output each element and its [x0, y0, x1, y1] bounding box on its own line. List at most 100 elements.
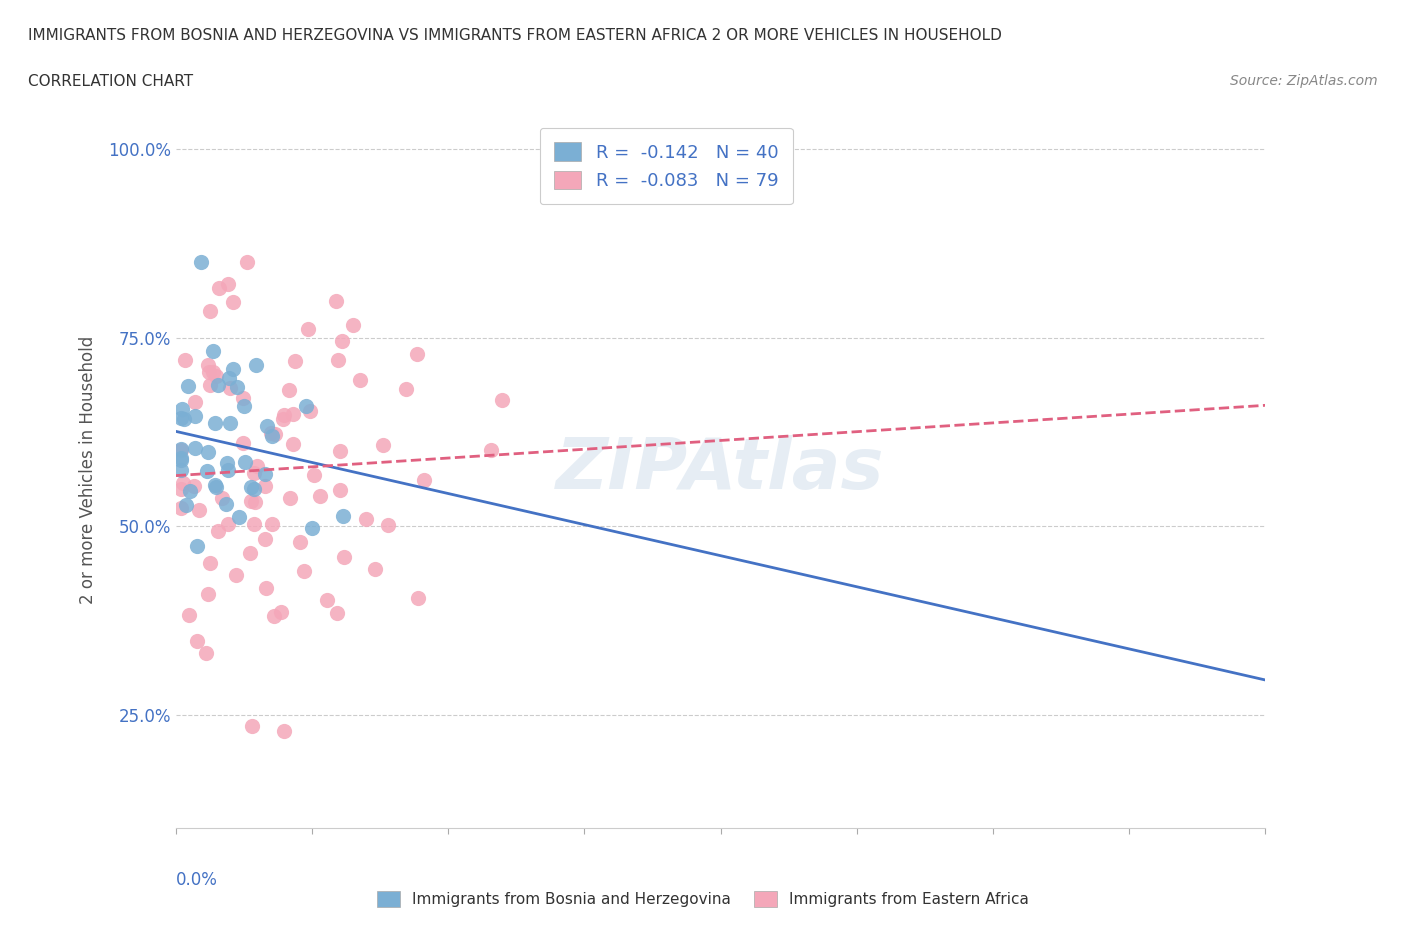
Point — [217, 462, 239, 477]
Point — [218, 371, 240, 386]
Point — [174, 352, 197, 367]
Point — [254, 581, 277, 596]
Point — [242, 482, 264, 497]
Point — [377, 518, 399, 533]
Point — [200, 378, 222, 392]
Point — [205, 480, 228, 495]
Point — [194, 645, 217, 660]
Text: Source: ZipAtlas.com: Source: ZipAtlas.com — [1230, 74, 1378, 88]
Point — [225, 567, 247, 582]
Point — [280, 491, 302, 506]
Point — [245, 494, 267, 509]
Point — [235, 454, 257, 469]
Point — [170, 462, 193, 477]
Point — [329, 483, 352, 498]
Point — [316, 593, 339, 608]
Point — [222, 362, 245, 377]
Legend: R =  -0.142   N = 40, R =  -0.083   N = 79: R = -0.142 N = 40, R = -0.083 N = 79 — [540, 127, 793, 205]
Point — [170, 482, 193, 497]
Point — [232, 435, 254, 450]
Point — [288, 535, 311, 550]
Legend: Immigrants from Bosnia and Herzegovina, Immigrants from Eastern Africa: Immigrants from Bosnia and Herzegovina, … — [371, 884, 1035, 913]
Point — [325, 605, 347, 620]
Point — [301, 521, 323, 536]
Point — [225, 379, 247, 394]
Point — [170, 410, 193, 425]
Point — [309, 488, 332, 503]
Point — [394, 382, 416, 397]
Point — [228, 510, 250, 525]
Point — [240, 480, 263, 495]
Point — [302, 468, 325, 483]
Point — [479, 443, 502, 458]
Point — [179, 484, 201, 498]
Point — [170, 443, 193, 458]
Point — [239, 494, 262, 509]
Point — [246, 458, 269, 473]
Point — [325, 293, 347, 308]
Point — [204, 416, 226, 431]
Point — [328, 352, 350, 367]
Point — [263, 608, 285, 623]
Point — [413, 472, 436, 487]
Point — [297, 322, 319, 337]
Point — [239, 546, 262, 561]
Point — [278, 382, 301, 397]
Point — [202, 344, 225, 359]
Point — [349, 373, 371, 388]
Point — [207, 378, 229, 392]
Point — [202, 365, 225, 379]
Point — [217, 456, 239, 471]
Point — [281, 406, 304, 421]
Point — [260, 429, 283, 444]
Point — [406, 347, 429, 362]
Point — [332, 509, 354, 524]
Point — [273, 407, 295, 422]
Point — [219, 416, 242, 431]
Point — [198, 304, 221, 319]
Point — [183, 409, 205, 424]
Point — [211, 490, 233, 505]
Point — [198, 365, 221, 379]
Point — [253, 466, 276, 481]
Point — [184, 440, 207, 455]
Point — [354, 512, 377, 527]
Point — [186, 538, 208, 553]
Point — [245, 358, 267, 373]
Y-axis label: 2 or more Vehicles in Household: 2 or more Vehicles in Household — [79, 336, 97, 604]
Point — [219, 380, 242, 395]
Point — [215, 497, 238, 512]
Point — [295, 399, 318, 414]
Point — [273, 724, 295, 738]
Point — [197, 357, 219, 372]
Point — [188, 502, 211, 517]
Point — [298, 404, 321, 418]
Point — [242, 517, 264, 532]
Point — [170, 442, 193, 457]
Point — [271, 412, 294, 427]
Point — [179, 608, 201, 623]
Point — [406, 591, 429, 605]
Point — [170, 453, 193, 468]
Point — [262, 517, 284, 532]
Point — [292, 564, 315, 578]
Point — [330, 334, 353, 349]
Point — [197, 587, 219, 602]
Text: CORRELATION CHART: CORRELATION CHART — [28, 74, 193, 89]
Point — [217, 516, 239, 531]
Text: IMMIGRANTS FROM BOSNIA AND HERZEGOVINA VS IMMIGRANTS FROM EASTERN AFRICA 2 OR MO: IMMIGRANTS FROM BOSNIA AND HERZEGOVINA V… — [28, 28, 1002, 43]
Point — [197, 445, 219, 459]
Point — [232, 391, 254, 405]
Point — [183, 479, 205, 494]
Point — [342, 317, 364, 332]
Point — [260, 426, 283, 441]
Point — [253, 532, 276, 547]
Point — [170, 451, 193, 466]
Point — [207, 524, 229, 538]
Point — [236, 255, 259, 270]
Text: ZIPAtlas: ZIPAtlas — [557, 435, 884, 504]
Point — [208, 280, 231, 295]
Point — [170, 500, 193, 515]
Point — [222, 295, 245, 310]
Point — [333, 550, 356, 565]
